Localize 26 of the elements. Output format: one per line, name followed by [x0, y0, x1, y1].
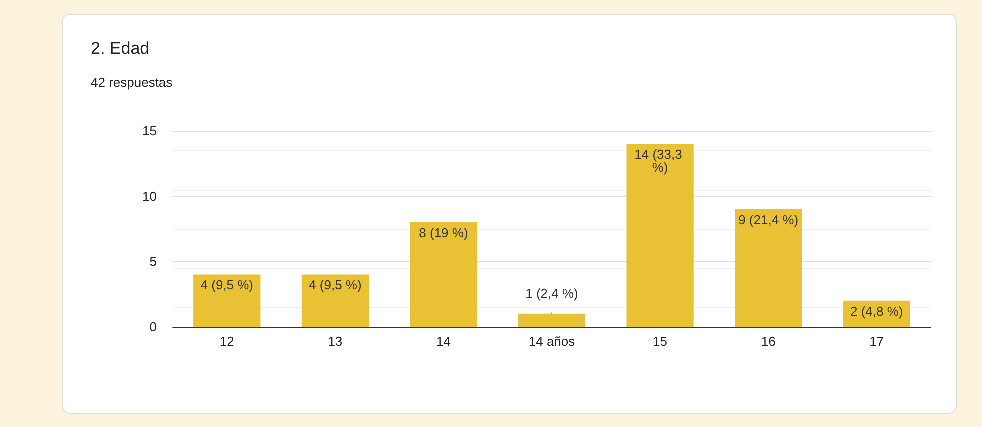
data-label: 4 (9,5 %)	[309, 278, 362, 293]
bar	[735, 209, 802, 327]
x-tick-label: 13	[328, 334, 343, 349]
x-tick-label: 16	[761, 334, 776, 349]
y-tick-label: 5	[150, 254, 157, 270]
x-tick-label: 15	[653, 334, 668, 349]
x-tick-label: 17	[870, 334, 884, 349]
data-label: 4 (9,5 %)	[200, 278, 254, 293]
chart-title: 2. Edad	[91, 39, 150, 59]
bar	[518, 314, 586, 327]
data-label: 8 (19 %)	[419, 225, 468, 240]
bar	[194, 274, 261, 327]
data-label: 14 (33,3 %)	[634, 147, 686, 176]
data-label: 1 (2,4 %)	[526, 286, 578, 301]
data-label: 2 (4,8 %)	[850, 304, 904, 319]
bar	[410, 222, 478, 327]
y-tick-label: 15	[142, 124, 157, 138]
y-tick-label: 10	[142, 188, 157, 204]
data-label: 9 (21,4 %)	[738, 212, 799, 228]
chart-subtitle: 42 respuestas	[91, 75, 173, 90]
bar	[302, 274, 369, 327]
y-tick-label: 0	[150, 320, 157, 334]
x-tick-label: 14 años	[528, 334, 576, 349]
bar	[626, 144, 694, 327]
x-tick-label: 12	[220, 334, 234, 349]
x-tick-label: 14	[436, 334, 451, 349]
